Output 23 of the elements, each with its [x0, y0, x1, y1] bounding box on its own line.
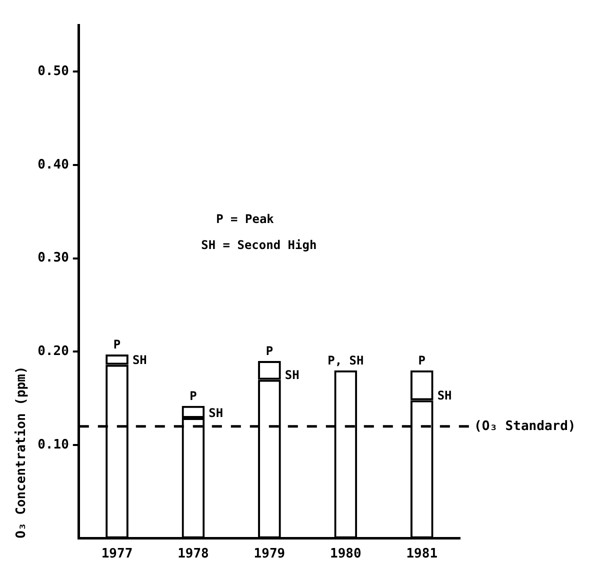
annotation: P = Peak [216, 212, 275, 226]
annotation: P, SH [328, 354, 364, 368]
annotation: P [266, 344, 274, 358]
annotation: P [113, 338, 121, 352]
y-tick-label: 0.20 [38, 344, 70, 360]
y-axis-title: O₃ Concentration (ppm) [14, 366, 30, 538]
annotation: P [418, 354, 426, 368]
x-tick-label: 1977 [101, 546, 133, 562]
annotation: SH = Second High [201, 238, 317, 252]
x-tick-label: 1978 [178, 546, 210, 562]
ref-line-label: (O₃ Standard) [474, 418, 576, 434]
y-tick-label: 0.50 [38, 64, 70, 80]
annotation: P [190, 388, 197, 403]
annotation: SH [437, 388, 452, 402]
x-tick-label: 1981 [406, 546, 438, 562]
y-tick-label: 0.40 [38, 157, 70, 172]
annotation: SH [132, 352, 147, 367]
annotation: SH [208, 406, 224, 420]
annotation: SH [284, 368, 300, 382]
y-tick-label: 0.30 [38, 250, 70, 266]
x-tick-label: 1980 [330, 546, 362, 562]
x-tick-label: 1979 [254, 546, 286, 562]
y-tick-label: 0.10 [38, 437, 70, 452]
